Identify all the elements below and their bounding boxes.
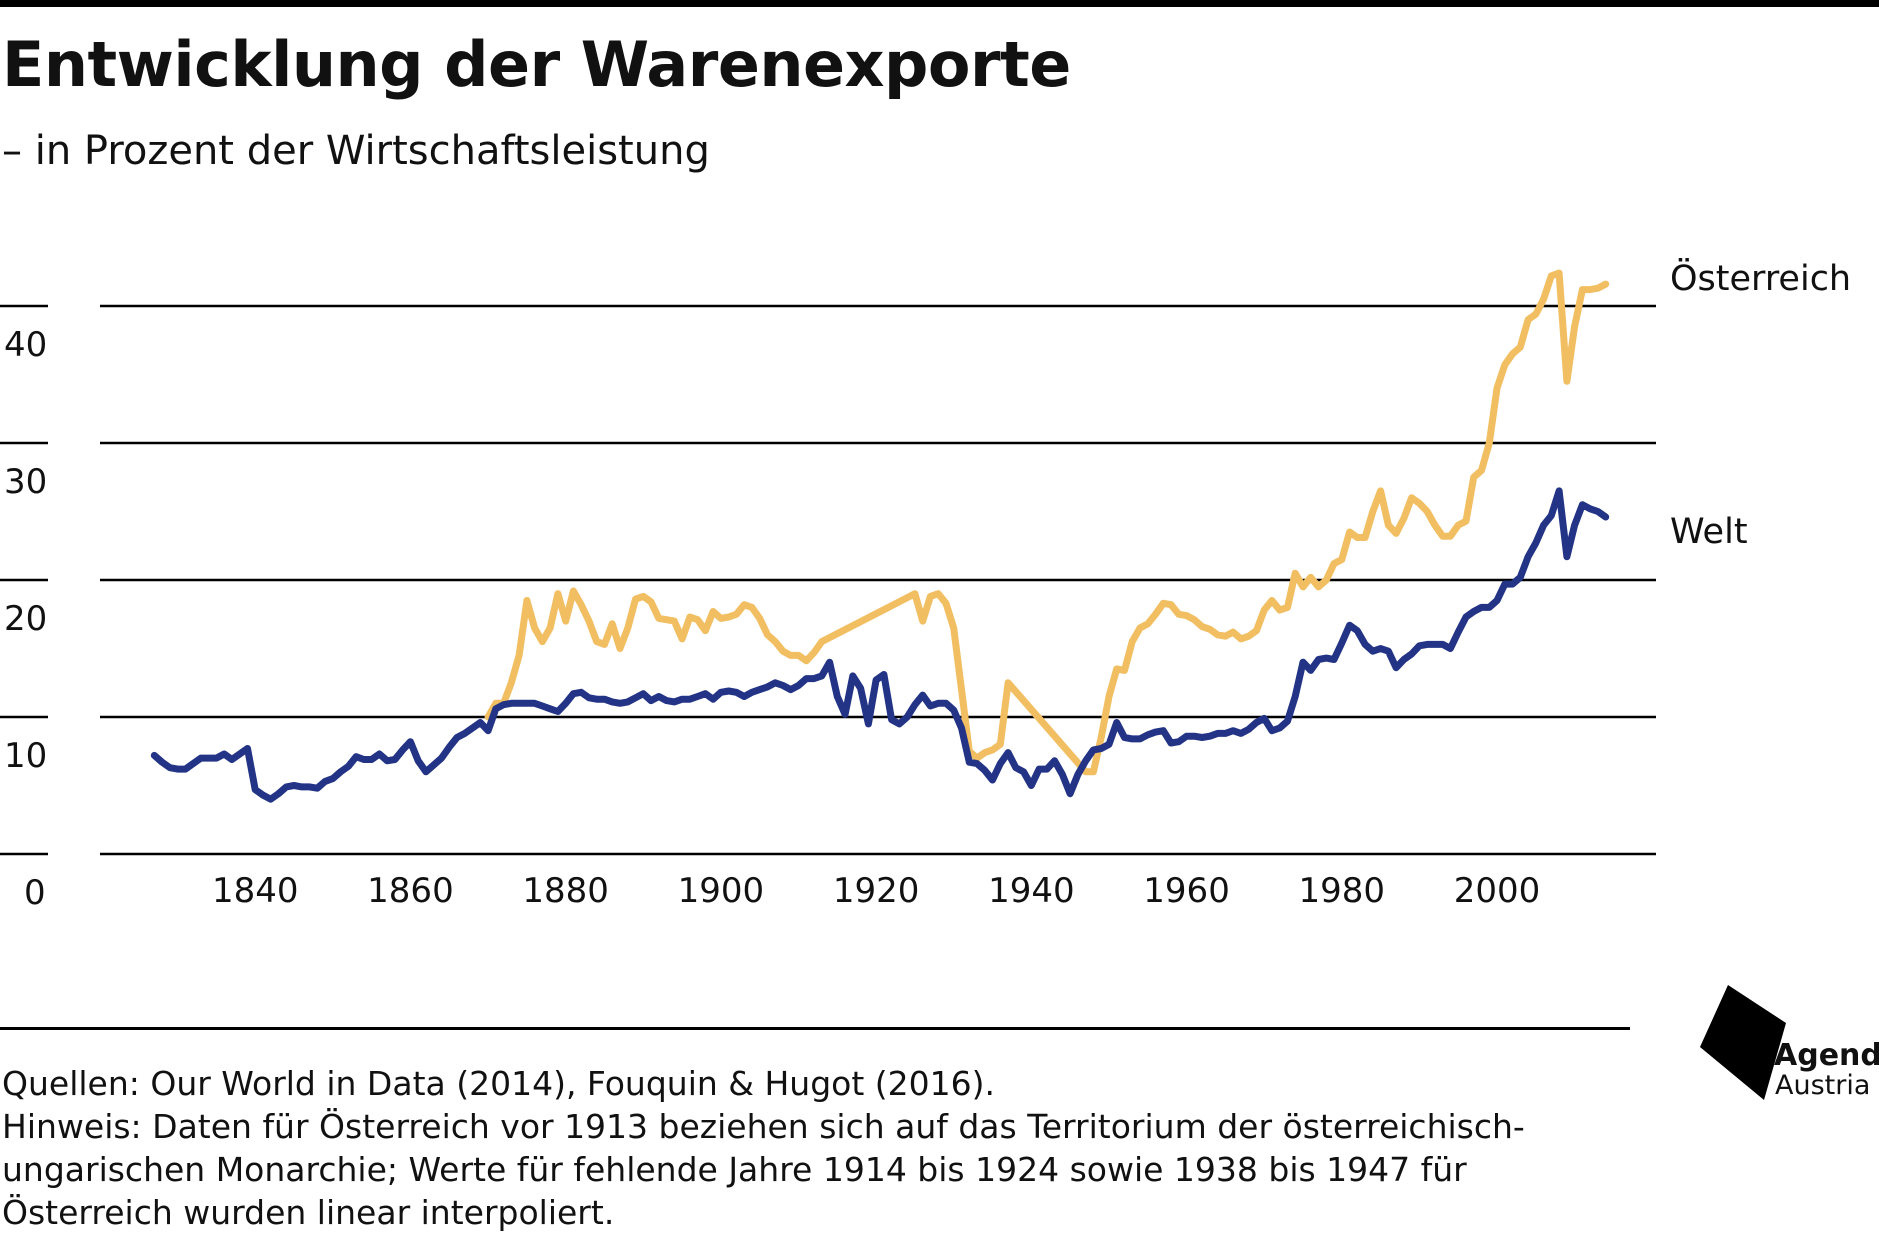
x-tick-label-1860: 1860 xyxy=(367,871,454,911)
sources-note: Quellen: Our World in Data (2014), Fouqu… xyxy=(2,1064,996,1103)
y-tick-label-40: 40 xyxy=(4,325,47,365)
line-chart: 0 10 20 30 40 1840 1860 1880 1900 1920 1940 1960 198… xyxy=(0,257,1851,913)
y-tick-label-30: 30 xyxy=(4,462,47,502)
x-tick-label-1840: 1840 xyxy=(212,871,299,911)
x-tick-label-1940: 1940 xyxy=(988,871,1075,911)
x-tick-label-2000: 2000 xyxy=(1454,871,1541,911)
series-line-oesterreich xyxy=(484,269,1610,776)
bottom-rule xyxy=(0,1027,1630,1030)
agenda-austria-logo-icon xyxy=(1700,985,1786,1100)
top-rule xyxy=(0,0,1879,7)
x-tick-label-1960: 1960 xyxy=(1143,871,1230,911)
y-tick-label-20: 20 xyxy=(4,599,47,639)
chart-subtitle: – in Prozent der Wirtschaftsleistung xyxy=(2,128,710,174)
series-label-welt: Welt xyxy=(1670,512,1748,552)
x-tick-label-1920: 1920 xyxy=(833,871,920,911)
series-line-welt xyxy=(150,487,1610,803)
x-tick-label-1980: 1980 xyxy=(1299,871,1386,911)
series-label-oesterreich: Österreich xyxy=(1670,257,1851,299)
logo-text-agenda: Agenda xyxy=(1774,1038,1879,1073)
logo-text-austria: Austria xyxy=(1775,1070,1871,1101)
x-tick-label-1880: 1880 xyxy=(522,871,609,911)
notes: Quellen: Our World in Data (2014), Fouqu… xyxy=(2,1062,1642,1234)
chart-title: Entwicklung der Warenexporte xyxy=(2,28,1071,101)
hint-note: Hinweis: Daten für Österreich vor 1913 b… xyxy=(2,1107,1525,1232)
x-tick-label-1900: 1900 xyxy=(678,871,765,911)
y-tick-label-10: 10 xyxy=(4,736,47,776)
y-tick-label-0: 0 xyxy=(24,873,46,913)
